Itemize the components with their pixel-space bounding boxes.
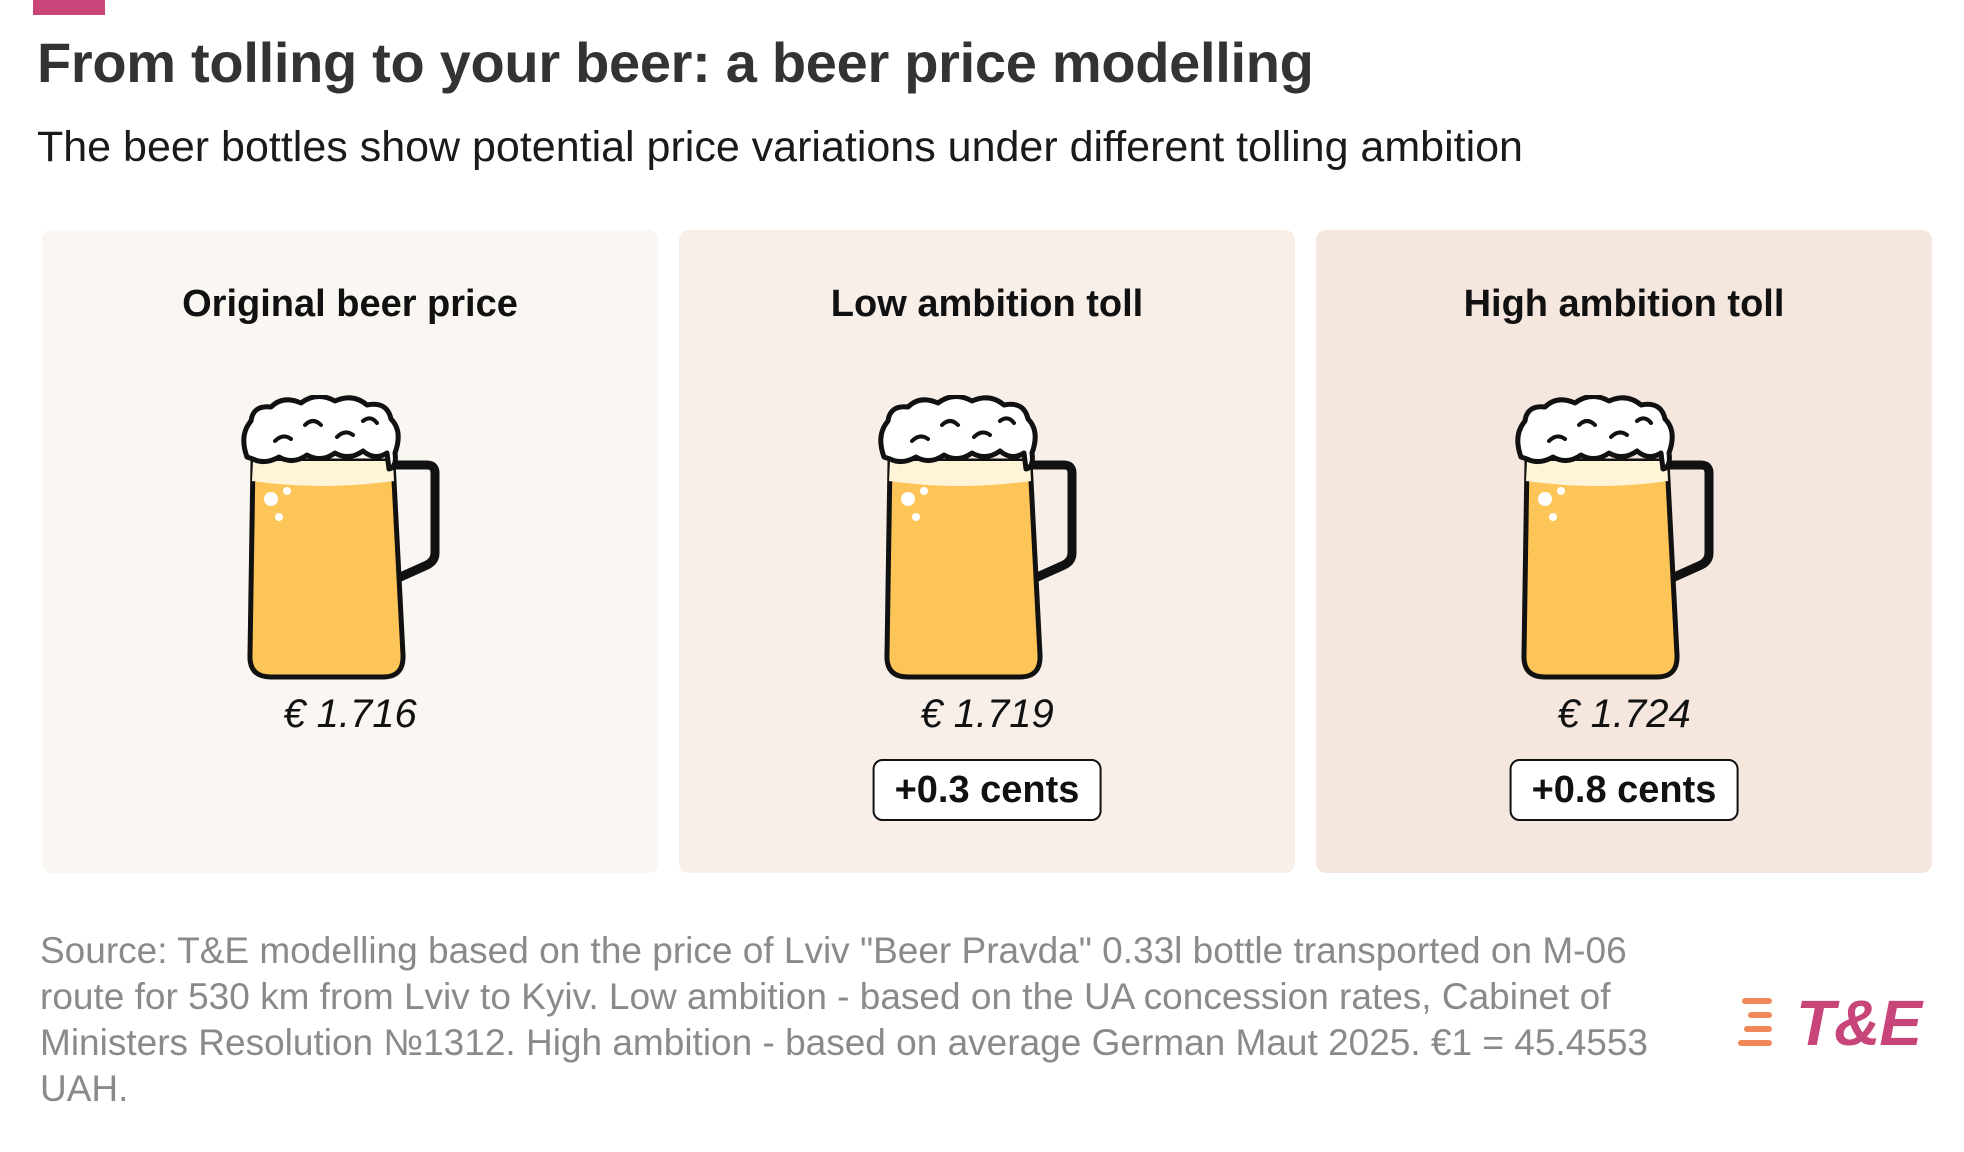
- beer-mug-icon: [878, 395, 1077, 680]
- panel-high-ambition: High ambition toll € 1.724 +0.8 cents: [1316, 230, 1932, 873]
- page-title: From tolling to your beer: a beer price …: [37, 31, 1314, 94]
- logo-text: T&E: [1796, 987, 1922, 1059]
- panel-low-ambition: Low ambition toll € 1.719 +0.3 cents: [679, 230, 1295, 873]
- price-value: € 1.719: [920, 692, 1054, 736]
- panel-original-price: Original beer price € 1.716: [42, 230, 658, 873]
- page-subtitle: The beer bottles show potential price va…: [37, 123, 1523, 171]
- beer-mug-icon: [241, 395, 440, 680]
- price-delta-badge: +0.3 cents: [872, 759, 1102, 821]
- te-logo: T&E: [1736, 987, 1936, 1059]
- logo-stripes-icon: [1736, 998, 1776, 1046]
- price-value: € 1.716: [283, 692, 417, 736]
- panel-title: Original beer price: [182, 283, 518, 325]
- accent-bar: [33, 0, 105, 15]
- price-delta-badge: +0.8 cents: [1509, 759, 1739, 821]
- source-note: Source: T&E modelling based on the price…: [40, 930, 1649, 1109]
- price-value: € 1.724: [1557, 692, 1691, 736]
- beer-mug-icon: [1515, 395, 1714, 680]
- panel-title: Low ambition toll: [830, 283, 1144, 325]
- panel-title: High ambition toll: [1463, 283, 1785, 325]
